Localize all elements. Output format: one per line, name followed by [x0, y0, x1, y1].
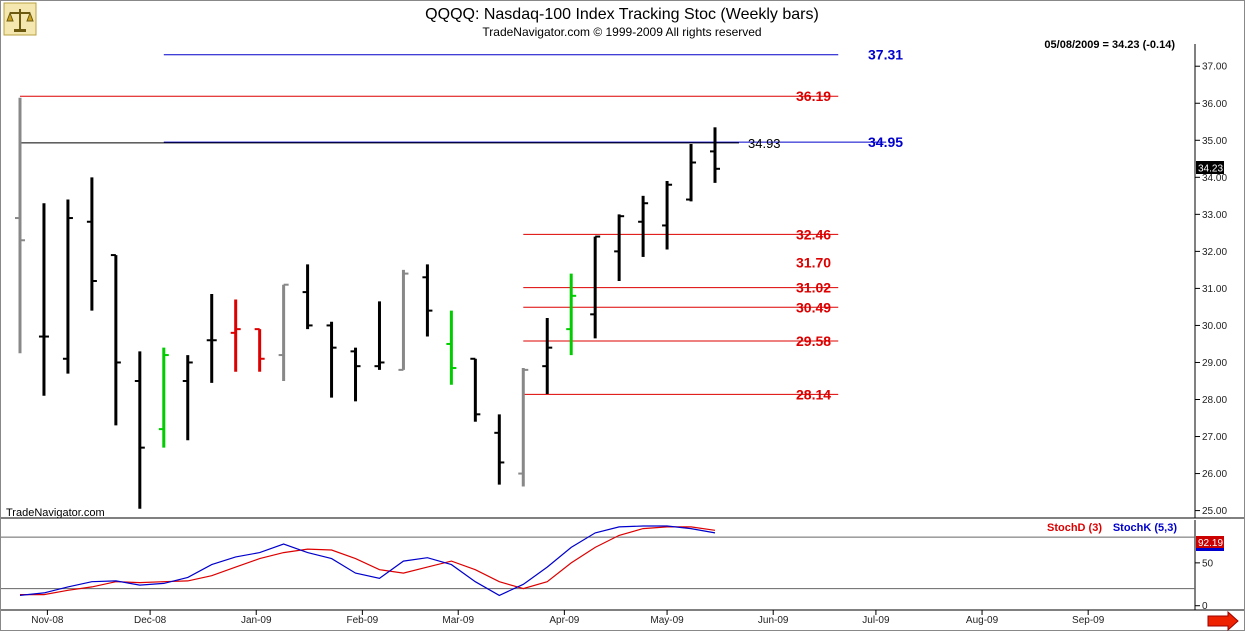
stoch-series-0: [20, 526, 716, 596]
arrow-right-icon[interactable]: [1207, 610, 1239, 632]
price-tick-label-9: 34.00: [1202, 173, 1227, 184]
date-tick-label-2: Jan-09: [241, 615, 272, 626]
stoch-last-tag: 92.19: [1196, 536, 1224, 551]
date-tick-label-1: Dec-08: [134, 615, 167, 626]
date-tick-label-5: Apr-09: [549, 615, 579, 626]
stoch-tick-label-0: 0: [1202, 601, 1208, 612]
price-levels: 37.31 36.19 34.95 34.93 32.46 31.70 31.02 30.49…: [20, 47, 903, 402]
price-tick-label-0: 25.00: [1202, 506, 1227, 517]
level-label-2: 34.95: [868, 134, 903, 150]
price-tick-label-4: 29.00: [1202, 358, 1227, 369]
stoch-last-label: 92.19: [1198, 538, 1223, 549]
date-tick-label-0: Nov-08: [31, 615, 64, 626]
level-label-7: 30.49: [796, 299, 831, 315]
scale-balance-icon: [3, 2, 37, 36]
level-label-1: 36.19: [796, 88, 831, 104]
date-tick-label-10: Sep-09: [1072, 615, 1105, 626]
stoch-tick-label-1: 50: [1202, 558, 1214, 569]
level-label-4: 32.46: [796, 226, 831, 242]
price-tick-label-1: 26.00: [1202, 469, 1227, 480]
price-tick-label-2: 27.00: [1202, 432, 1227, 443]
watermark: TradeNavigator.com: [6, 507, 105, 519]
last-price-label: 34.23: [1198, 164, 1223, 175]
price-tick-label-7: 32.00: [1202, 247, 1227, 258]
level-label-5: 31.70: [796, 254, 831, 270]
stochastic-panel: 0 50: [1, 525, 1214, 612]
chart-title: QQQQ: Nasdaq-100 Index Tracking Stoc (We…: [425, 6, 819, 23]
copyright-text: TradeNavigator.com © 1999-2009 All right…: [482, 25, 761, 39]
level-label-0: 37.31: [868, 47, 903, 63]
price-tick-label-6: 31.00: [1202, 284, 1227, 295]
price-tick-label-11: 36.00: [1202, 99, 1227, 110]
date-tick-label-4: Mar-09: [442, 615, 474, 626]
last-price-tag: 34.23: [1196, 161, 1224, 175]
price-tick-label-8: 33.00: [1202, 210, 1227, 221]
date-tick-label-3: Feb-09: [347, 615, 379, 626]
last-bar-info: 05/08/2009 = 34.23 (-0.14): [1044, 39, 1175, 51]
date-tick-label-6: May-09: [650, 615, 684, 626]
price-tick-label-12: 37.00: [1202, 62, 1227, 73]
price-tick-label-5: 30.00: [1202, 321, 1227, 332]
level-label-3: 34.93: [748, 136, 781, 151]
price-axis-ticks: 25.00 26.00 27.00 28.00 29.00 30.00 31.00 32.00…: [1195, 62, 1227, 517]
legend-stochd: StochD (3): [1047, 522, 1102, 534]
date-tick-label-8: Jul-09: [862, 615, 890, 626]
level-label-6: 31.02: [796, 280, 831, 296]
date-axis-ticks: Nov-08 Dec-08 Jan-09 Feb-09 Mar-09 Apr-09 May-…: [31, 610, 1105, 626]
level-label-9: 28.14: [796, 386, 831, 402]
price-tick-label-3: 28.00: [1202, 395, 1227, 406]
level-label-8: 29.58: [796, 333, 831, 349]
date-tick-label-9: Aug-09: [966, 615, 999, 626]
price-bars: [15, 97, 720, 509]
legend-stochk: StochK (5,3): [1113, 522, 1178, 534]
date-tick-label-7: Jun-09: [758, 615, 789, 626]
stoch-series-1: [19, 525, 716, 597]
price-tick-label-10: 35.00: [1202, 136, 1227, 147]
